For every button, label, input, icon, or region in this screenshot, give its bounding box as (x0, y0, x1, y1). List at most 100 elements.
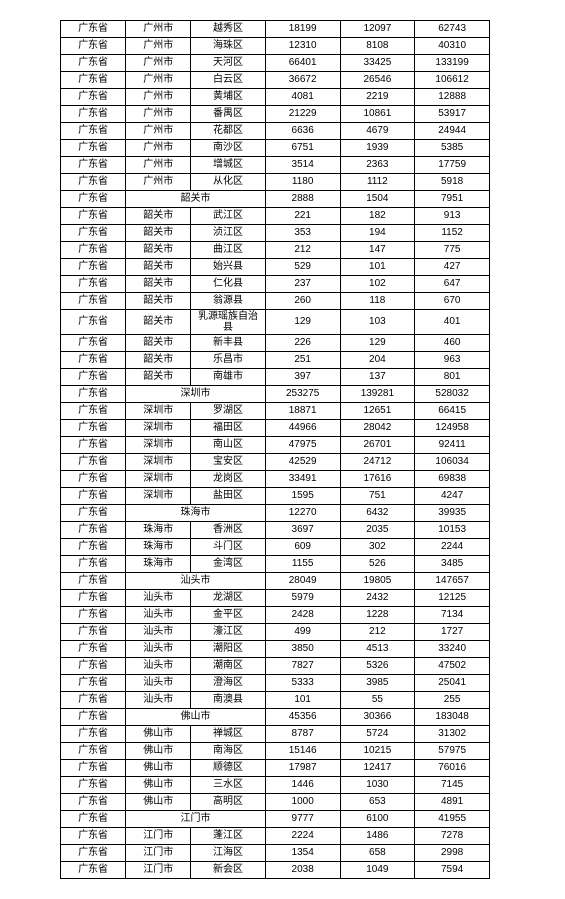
cell-value: 647 (415, 276, 490, 293)
cell-district: 花都区 (191, 123, 266, 140)
cell-city: 韶关市 (126, 276, 191, 293)
table-row: 广东省汕头市澄海区5333398525041 (61, 675, 490, 692)
cell-district: 曲江区 (191, 242, 266, 259)
cell-city: 韶关市 (126, 293, 191, 310)
cell-value: 2363 (340, 157, 415, 174)
cell-city: 汕头市 (126, 658, 191, 675)
cell-province: 广东省 (61, 607, 126, 624)
cell-district: 黄埔区 (191, 89, 266, 106)
cell-province: 广东省 (61, 140, 126, 157)
cell-city: 广州市 (126, 140, 191, 157)
cell-province: 广东省 (61, 21, 126, 38)
table-row: 广东省江门市蓬江区222414867278 (61, 828, 490, 845)
table-row: 广东省江门市9777610041955 (61, 811, 490, 828)
cell-district: 天河区 (191, 55, 266, 72)
table-row: 广东省韶关市仁化县237102647 (61, 276, 490, 293)
cell-value: 129 (265, 310, 340, 335)
cell-value: 2038 (265, 862, 340, 879)
cell-province: 广东省 (61, 777, 126, 794)
cell-city: 深圳市 (126, 420, 191, 437)
table-row: 广东省佛山市南海区151461021557975 (61, 743, 490, 760)
cell-value: 12270 (265, 505, 340, 522)
cell-province: 广东省 (61, 420, 126, 437)
cell-value: 2244 (415, 539, 490, 556)
cell-value: 12310 (265, 38, 340, 55)
cell-district: 三水区 (191, 777, 266, 794)
cell-value: 460 (415, 335, 490, 352)
cell-value: 212 (340, 624, 415, 641)
cell-city: 汕头市 (126, 590, 191, 607)
cell-province: 广东省 (61, 488, 126, 505)
cell-district: 潮阳区 (191, 641, 266, 658)
cell-district: 澄海区 (191, 675, 266, 692)
table-row: 广东省深圳市盐田区15957514247 (61, 488, 490, 505)
table-row: 广东省汕头市南澳县10155255 (61, 692, 490, 709)
cell-city: 汕头市 (126, 624, 191, 641)
cell-province: 广东省 (61, 658, 126, 675)
table-row: 广东省佛山市高明区10006534891 (61, 794, 490, 811)
cell-city: 汕头市 (126, 607, 191, 624)
cell-district: 南沙区 (191, 140, 266, 157)
cell-city: 广州市 (126, 174, 191, 191)
table-row: 广东省汕头市潮阳区3850451333240 (61, 641, 490, 658)
table-row: 广东省汕头市潮南区7827532647502 (61, 658, 490, 675)
cell-value: 963 (415, 352, 490, 369)
cell-value: 9777 (265, 811, 340, 828)
cell-value: 2219 (340, 89, 415, 106)
cell-value: 401 (415, 310, 490, 335)
cell-value: 3985 (340, 675, 415, 692)
cell-value: 528032 (415, 386, 490, 403)
cell-province: 广东省 (61, 760, 126, 777)
cell-value: 1486 (340, 828, 415, 845)
cell-value: 609 (265, 539, 340, 556)
cell-value: 658 (340, 845, 415, 862)
cell-district: 番禺区 (191, 106, 266, 123)
cell-value: 137 (340, 369, 415, 386)
cell-province: 广东省 (61, 556, 126, 573)
cell-value: 101 (340, 259, 415, 276)
cell-value: 1228 (340, 607, 415, 624)
cell-district: 蓬江区 (191, 828, 266, 845)
cell-province: 广东省 (61, 55, 126, 72)
table-row: 广东省韶关市288815047951 (61, 191, 490, 208)
cell-value: 62743 (415, 21, 490, 38)
cell-district: 宝安区 (191, 454, 266, 471)
data-table: 广东省广州市越秀区181991209762743广东省广州市海珠区1231081… (60, 20, 490, 879)
cell-district: 武江区 (191, 208, 266, 225)
cell-city: 佛山市 (126, 760, 191, 777)
table-row: 广东省珠海市12270643239935 (61, 505, 490, 522)
cell-district: 香洲区 (191, 522, 266, 539)
cell-province: 广东省 (61, 335, 126, 352)
cell-value: 5724 (340, 726, 415, 743)
cell-district: 斗门区 (191, 539, 266, 556)
cell-value: 251 (265, 352, 340, 369)
cell-city: 佛山市 (126, 777, 191, 794)
cell-province: 广东省 (61, 743, 126, 760)
cell-city: 广州市 (126, 123, 191, 140)
table-row: 广东省广州市花都区6636467924944 (61, 123, 490, 140)
cell-value: 17987 (265, 760, 340, 777)
cell-value: 2428 (265, 607, 340, 624)
cell-province: 广东省 (61, 208, 126, 225)
cell-value: 41955 (415, 811, 490, 828)
cell-district: 高明区 (191, 794, 266, 811)
cell-value: 92411 (415, 437, 490, 454)
cell-value: 4247 (415, 488, 490, 505)
cell-province: 广东省 (61, 641, 126, 658)
cell-value: 7278 (415, 828, 490, 845)
cell-value: 21229 (265, 106, 340, 123)
cell-value: 4513 (340, 641, 415, 658)
cell-value: 1112 (340, 174, 415, 191)
cell-value: 1152 (415, 225, 490, 242)
cell-province: 广东省 (61, 726, 126, 743)
cell-district: 濠江区 (191, 624, 266, 641)
cell-city: 珠海市 (126, 539, 191, 556)
cell-province: 广东省 (61, 310, 126, 335)
cell-value: 1446 (265, 777, 340, 794)
cell-city: 广州市 (126, 55, 191, 72)
table-row: 广东省汕头市金平区242812287134 (61, 607, 490, 624)
cell-city: 汕头市 (126, 675, 191, 692)
cell-district: 南山区 (191, 437, 266, 454)
table-row: 广东省佛山市禅城区8787572431302 (61, 726, 490, 743)
cell-district: 增城区 (191, 157, 266, 174)
